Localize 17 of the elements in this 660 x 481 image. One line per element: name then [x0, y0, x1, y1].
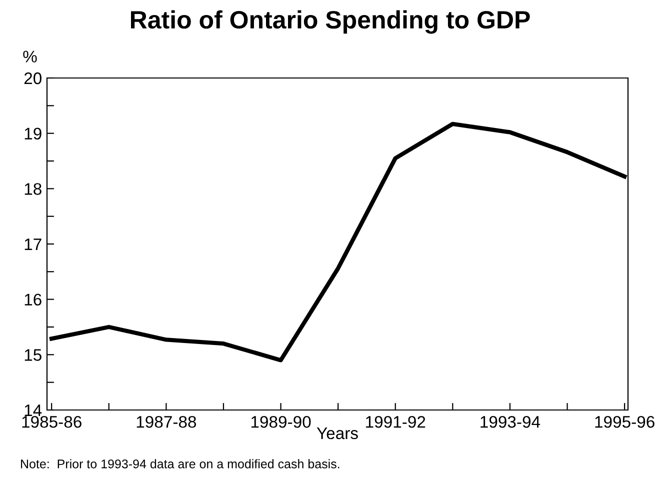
x-tick-label: 1987-88 — [136, 416, 196, 428]
x-tick-label: 1985-86 — [22, 416, 82, 428]
x-tick-label: 1991-92 — [366, 416, 426, 428]
y-tick-label: 15 — [24, 349, 42, 361]
y-tick-label: 16 — [24, 294, 42, 306]
x-tick-label: 1993-94 — [480, 416, 540, 428]
y-tick-label: 14 — [24, 404, 42, 416]
y-tick-label: 18 — [24, 183, 42, 195]
y-axis-title: % — [23, 50, 37, 62]
y-tick-label: 19 — [24, 128, 42, 140]
y-tick-label: 20 — [24, 72, 42, 84]
chart-title: Ratio of Ontario Spending to GDP — [131, 10, 530, 34]
x-tick-label: 1995-96 — [595, 416, 654, 428]
x-tick-label: 1989-90 — [251, 416, 311, 428]
y-tick-label: 17 — [24, 238, 42, 250]
text: Note: Prior to 1993-94 data are on a modified cash basis. — [21, 459, 340, 468]
x-axis-title: Years — [316, 428, 358, 440]
